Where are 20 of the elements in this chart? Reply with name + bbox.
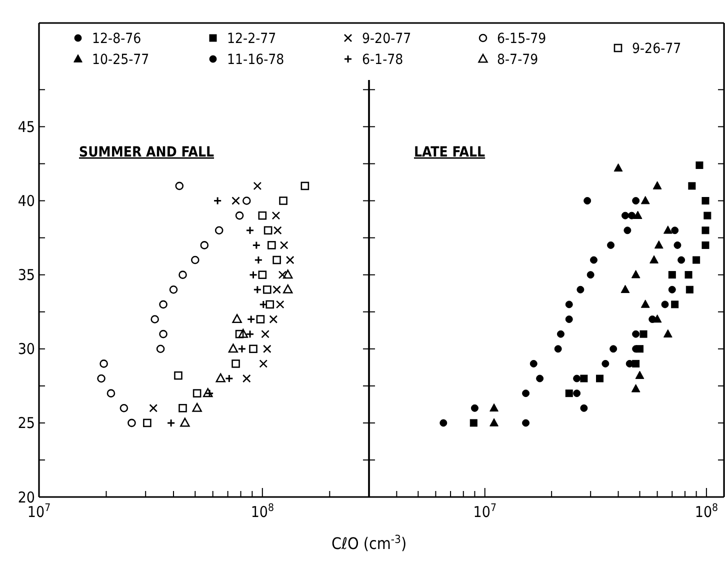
x-axis-title: CℓO (cm$^{-3}$)	[331, 532, 407, 553]
legend-label: 6-1-78	[362, 52, 404, 68]
y-tick-label: 35	[18, 266, 35, 284]
y-tick-label: 30	[18, 340, 35, 358]
x-tick-label: 10$^{8}$	[694, 502, 718, 521]
y-tick-label: 25	[18, 414, 35, 432]
legend-label: 9-26-77	[632, 40, 682, 57]
text: LATE FALL	[414, 144, 486, 160]
legend-label: 12-8-76	[92, 30, 142, 47]
legend-label: 6-15-79	[497, 30, 546, 47]
legend-label: 8-7-79	[497, 52, 538, 68]
legend-label: 10-25-77	[92, 52, 150, 68]
text: SUMMER AND FALL	[79, 144, 214, 160]
y-tick-label: 40	[18, 192, 35, 210]
x-tick-label: 10$^{8}$	[250, 502, 274, 521]
x-tick-label: 10$^{7}$	[473, 502, 496, 521]
y-tick-label: 45	[18, 118, 35, 136]
legend-label: 11-16-78	[227, 52, 284, 68]
legend-label: 12-2-77	[227, 30, 276, 47]
legend-label: 9-20-77	[362, 30, 412, 47]
